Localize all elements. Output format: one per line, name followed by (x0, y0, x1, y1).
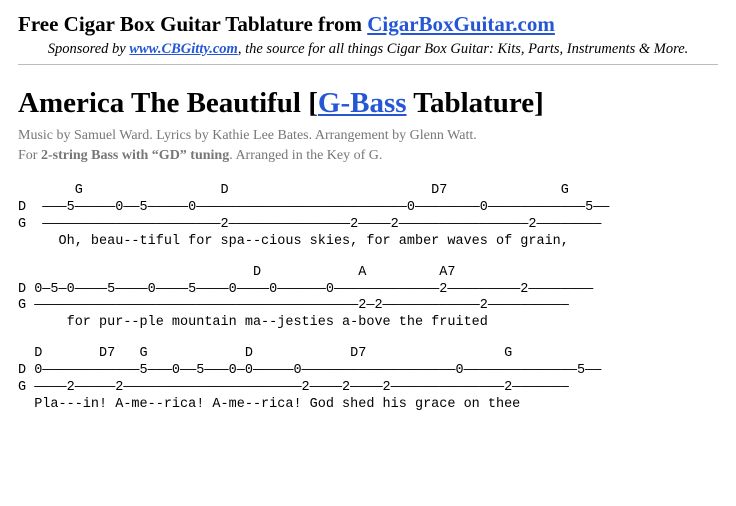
meta-line2-prefix: For (18, 148, 41, 163)
sponsor-prefix: Sponsored by (48, 41, 130, 57)
meta-line-2: For 2-string Bass with “GD” tuning. Arra… (18, 146, 718, 166)
meta-line2-suffix: . Arranged in the Key of G. (229, 148, 382, 163)
tablature-block-2: D A A7 D 0—5—0————5————0————5————0————0—… (18, 265, 718, 333)
meta-line-1: Music by Samuel Ward. Lyrics by Kathie L… (18, 126, 718, 146)
tablature-block-1: G D D7 G D ———5—————0——5—————0——————————… (18, 183, 718, 251)
sponsor-line: Sponsored by www.CBGitty.com, the source… (18, 41, 718, 58)
title-suffix: Tablature] (407, 87, 544, 119)
sponsor-link[interactable]: www.CBGitty.com (129, 41, 238, 57)
meta-line2-bold: 2-string Bass with “GD” tuning (41, 148, 229, 163)
song-title: America The Beautiful [G-Bass Tablature] (18, 87, 718, 120)
divider (18, 64, 718, 65)
header-site-link[interactable]: CigarBoxGuitar.com (367, 12, 555, 36)
title-song: America The Beautiful [ (18, 87, 318, 119)
tablature-block-3: D D7 G D D7 G D 0————————————5———0——5———… (18, 346, 718, 414)
sponsor-suffix: , the source for all things Cigar Box Gu… (238, 41, 688, 57)
page-header: Free Cigar Box Guitar Tablature from Cig… (18, 12, 718, 37)
header-prefix: Free Cigar Box Guitar Tablature from (18, 12, 367, 36)
title-tuning-link[interactable]: G-Bass (318, 87, 407, 119)
meta-block: Music by Samuel Ward. Lyrics by Kathie L… (18, 126, 718, 165)
